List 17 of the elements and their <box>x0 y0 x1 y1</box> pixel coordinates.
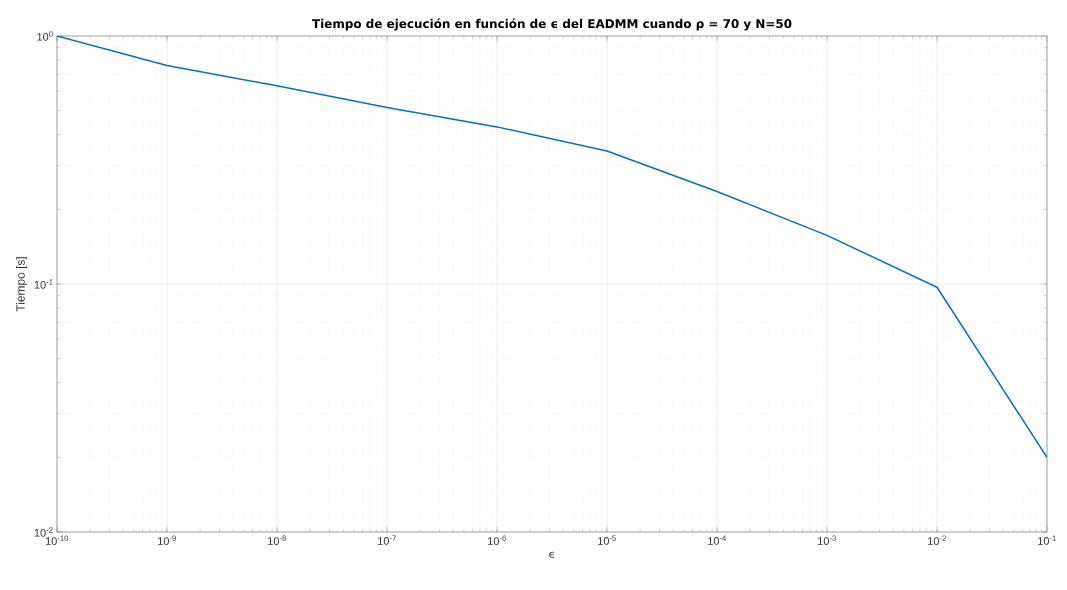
y-axis-title: Tiempo [s] <box>15 257 28 312</box>
x-tick-label: 10$^{-7}$ <box>378 535 396 545</box>
chart-title: Tiempo de ejecución en función de ϵ del EADMM cuando ρ = 70 y N=50 <box>312 18 792 31</box>
x-tick-label: 10$^{-10}$ <box>45 535 69 545</box>
x-tick-label: 10$^{-3}$ <box>818 535 836 545</box>
x-tick-label: 10$^{-2}$ <box>928 535 946 545</box>
y-tick-label: 10$^{0}$ <box>37 31 53 41</box>
x-tick-label: 10$^{-8}$ <box>268 535 286 545</box>
x-tick-label: 10$^{-4}$ <box>708 535 727 545</box>
x-tick-label: 10$^{-6}$ <box>488 535 506 545</box>
x-tick-label: 10$^{-1}$ <box>1038 535 1056 545</box>
line-series <box>56 35 1047 459</box>
y-tick-label: 10$^{-2}$ <box>34 527 53 537</box>
x-tick-label: 10$^{-9}$ <box>158 535 176 545</box>
y-tick-label: 10$^{-1}$ <box>34 279 53 289</box>
x-tick-label: 10$^{-5}$ <box>598 535 616 545</box>
x-axis-title: ϵ <box>549 551 554 559</box>
